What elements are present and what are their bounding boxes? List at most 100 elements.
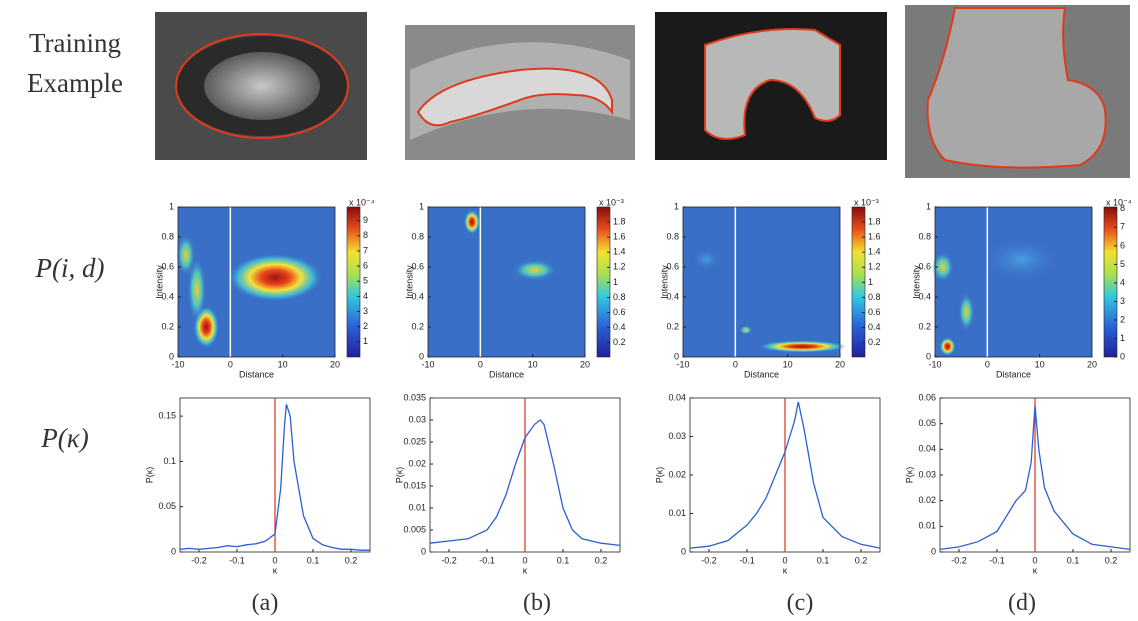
colorbar-tick-label: 0.6 <box>868 307 881 317</box>
x-tick-label: -0.2 <box>701 555 717 565</box>
y-tick-label: 0.8 <box>161 231 174 241</box>
colorbar-tick-label: 0.4 <box>868 322 881 332</box>
colorbar-tick-label: 0.4 <box>613 322 626 332</box>
axes-frame <box>934 206 1093 358</box>
y-tick-label: 1 <box>926 201 931 211</box>
x-axis-label: Distance <box>744 369 779 379</box>
y-tick-label: 0.005 <box>403 524 426 534</box>
y-tick-label: 1 <box>674 201 679 211</box>
colorbar-tick-label: 1 <box>868 277 873 287</box>
y-tick-label: 0.03 <box>408 414 426 424</box>
y-tick-label: 0.01 <box>918 521 936 531</box>
x-tick-label: -0.1 <box>229 555 245 565</box>
colorbar-tick-label: 6 <box>363 260 368 270</box>
heatmap-blob <box>228 253 323 302</box>
y-tick-label: 0.02 <box>408 458 426 468</box>
colorbar-tick-label: 1 <box>1120 333 1125 343</box>
y-tick-label: 0.02 <box>668 469 686 479</box>
colorbar-tick-label: 8 <box>363 230 368 240</box>
x-tick-label: 20 <box>1087 359 1097 369</box>
x-tick-label: -0.1 <box>479 555 495 565</box>
y-tick-label: 0.6 <box>918 261 931 271</box>
heatmap-blob <box>187 256 207 323</box>
row-label: Training <box>29 28 121 58</box>
y-tick-label: 0.8 <box>411 231 424 241</box>
x-tick-label: 0 <box>272 555 277 565</box>
x-tick-label: 10 <box>278 359 288 369</box>
curve-line <box>939 405 1131 551</box>
y-tick-label: 0 <box>674 351 679 361</box>
colorbar-tick-label: 1.4 <box>613 247 626 257</box>
y-tick-label: 0.03 <box>918 469 936 479</box>
y-tick-label: 0.01 <box>408 502 426 512</box>
x-tick-label: 10 <box>783 359 793 369</box>
y-tick-label: 0.02 <box>918 495 936 505</box>
x-axis-label: Distance <box>489 369 524 379</box>
x-tick-label: -0.1 <box>989 555 1005 565</box>
x-tick-label: -0.2 <box>191 555 207 565</box>
panel-caption: (b) <box>523 590 551 616</box>
colorbar-tick-label: 5 <box>363 276 368 286</box>
x-tick-label: 0.2 <box>595 555 608 565</box>
y-tick-label: 0.2 <box>666 321 679 331</box>
colorbar-tick-label: 1.8 <box>613 216 626 226</box>
x-tick-label: 0 <box>478 359 483 369</box>
panel-caption: (d) <box>1008 590 1036 616</box>
colorbar-exponent: x 10⁻³ <box>599 197 624 207</box>
heatmap-blob <box>939 337 956 356</box>
y-tick-label: 0.2 <box>918 321 931 331</box>
x-tick-label: 0 <box>228 359 233 369</box>
heatmap-blob <box>931 252 954 282</box>
colorbar-tick-label: 1.6 <box>613 232 626 242</box>
curve-line <box>689 401 881 549</box>
heatmap-blob <box>512 259 557 281</box>
panel-caption: (c) <box>787 590 814 616</box>
colorbar <box>1103 206 1118 358</box>
colorbar-tick-label: 3 <box>1120 296 1125 306</box>
colorbar-tick-label: 1.4 <box>868 247 881 257</box>
colorbar-tick-label: 2 <box>1120 314 1125 324</box>
example-image <box>655 12 887 160</box>
colorbar-exponent: x 10⁻⁴ <box>349 197 375 207</box>
colorbar-tick-label: 9 <box>363 215 368 225</box>
y-tick-label: 0.035 <box>403 392 426 402</box>
colorbar-tick-label: 7 <box>1120 222 1125 232</box>
x-tick-label: 20 <box>580 359 590 369</box>
x-tick-label: 0.2 <box>855 555 868 565</box>
example-image <box>155 12 367 160</box>
x-tick-label: 0.1 <box>1067 555 1080 565</box>
x-tick-label: -10 <box>928 359 941 369</box>
y-tick-label: 0 <box>169 351 174 361</box>
y-tick-label: 0.8 <box>666 231 679 241</box>
x-tick-label: 0 <box>1032 555 1037 565</box>
x-tick-label: -10 <box>421 359 434 369</box>
colorbar-tick-label: 0.6 <box>613 307 626 317</box>
axes-frame <box>682 206 841 358</box>
heatmap-bg <box>683 207 840 357</box>
y-tick-label: 0.2 <box>411 321 424 331</box>
x-tick-label: -0.2 <box>951 555 967 565</box>
x-axis-label: Distance <box>996 369 1031 379</box>
y-tick-label: 0.15 <box>158 410 176 420</box>
y-axis-label: Intensity <box>911 265 921 299</box>
x-axis-label: κ <box>783 565 788 575</box>
colorbar-tick-label: 1 <box>613 277 618 287</box>
x-tick-label: 0.1 <box>557 555 570 565</box>
y-axis-label: Intensity <box>659 265 669 299</box>
example-image <box>905 5 1130 178</box>
y-axis-label: P(κ) <box>904 467 914 484</box>
x-tick-label: 0 <box>522 555 527 565</box>
colorbar-tick-label: 8 <box>1120 203 1125 213</box>
colorbar-exponent: x 10⁻⁴ <box>1106 197 1132 207</box>
colorbar-tick-label: 2 <box>363 321 368 331</box>
heatmap-blob <box>739 325 753 335</box>
y-axis-label: Intensity <box>154 265 164 299</box>
y-tick-label: 0.01 <box>668 508 686 518</box>
colorbar-tick-label: 1.8 <box>868 216 881 226</box>
y-tick-label: 0.6 <box>161 261 174 271</box>
y-tick-label: 0.05 <box>158 501 176 511</box>
colorbar-exponent: x 10⁻³ <box>854 197 879 207</box>
heatmap-blob <box>958 292 975 332</box>
y-tick-label: 0 <box>171 546 176 556</box>
